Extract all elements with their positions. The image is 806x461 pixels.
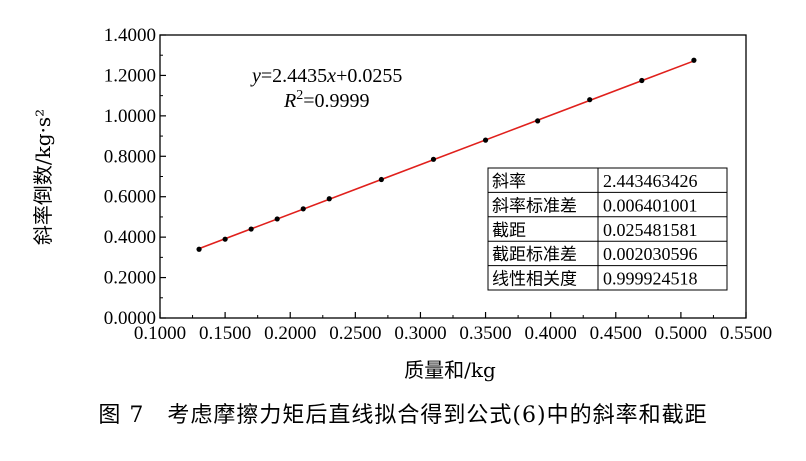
data-point [248, 226, 254, 232]
data-point [326, 196, 332, 202]
x-tick-label: 0.2500 [329, 323, 381, 344]
data-point [222, 236, 228, 242]
x-tick-labels: 0.1000 0.1500 0.2000 0.2500 0.3000 0.3500 0.40… [134, 323, 772, 344]
y-tick-label: 1.4000 [104, 25, 156, 46]
x-tick-label: 0.5500 [720, 323, 772, 344]
r-squared-label: R2=0.9999 [283, 88, 370, 112]
stats-table-label: 线性相关度 [492, 270, 577, 290]
stats-table-label: 斜率 [492, 172, 526, 192]
y-tick-labels: 0.0000 0.2000 0.4000 0.6000 0.8000 1.0000 1.20… [104, 25, 156, 329]
stats-table: 斜率 2.443463426 斜率标准差 0.006401001 截距 0.0254815… [487, 167, 728, 291]
data-point [482, 137, 489, 143]
x-tick-label: 0.3000 [394, 323, 446, 344]
y-tick-label: 0.2000 [104, 268, 156, 289]
x-tick-label: 0.1500 [199, 323, 251, 344]
y-axis-title: 斜率倒数/kg·s² [31, 109, 55, 245]
stats-table-value: 0.025481581 [603, 220, 698, 240]
data-point [691, 57, 697, 63]
y-tick-label: 1.0000 [104, 106, 156, 127]
equation-label: y=2.4435x+0.0255 [250, 65, 402, 87]
figure-caption: 图 7 考虑摩擦力矩后直线拟合得到公式(6)中的斜率和截距 [98, 403, 708, 428]
stats-table-value: 0.999924518 [603, 269, 698, 289]
stats-table-label: 截距标准差 [492, 245, 577, 265]
stats-table-label: 截距 [492, 221, 526, 241]
data-point [639, 77, 645, 84]
y-tick-label: 0.0000 [104, 308, 156, 329]
data-point [196, 246, 202, 252]
data-point [430, 156, 437, 162]
stats-table-value: 0.002030596 [603, 244, 698, 264]
stats-table-value: 2.443463426 [603, 171, 698, 191]
y-tick-label: 0.4000 [104, 227, 156, 248]
fit-line [198, 60, 695, 250]
data-point [274, 216, 280, 222]
x-tick-label: 0.4500 [590, 323, 642, 344]
x-axis-title: 质量和/kg [404, 358, 496, 382]
x-tick-label: 0.5000 [655, 323, 707, 344]
stats-table-value: 0.006401001 [603, 195, 698, 215]
axis-ticks [159, 34, 747, 319]
x-tick-label: 0.2000 [264, 323, 316, 344]
data-points [196, 57, 697, 252]
data-point [535, 118, 541, 124]
y-tick-label: 0.6000 [104, 187, 156, 208]
stats-table-border [487, 167, 728, 291]
x-tick-label: 0.4000 [525, 323, 577, 344]
x-tick-label: 0.1000 [134, 323, 186, 344]
stats-table-label: 斜率标准差 [492, 196, 577, 216]
data-point [300, 206, 306, 212]
x-tick-label: 0.3500 [459, 323, 511, 344]
data-point [378, 176, 384, 183]
y-tick-label: 1.2000 [104, 65, 156, 86]
y-tick-label: 0.8000 [104, 146, 156, 167]
data-point [587, 97, 593, 103]
